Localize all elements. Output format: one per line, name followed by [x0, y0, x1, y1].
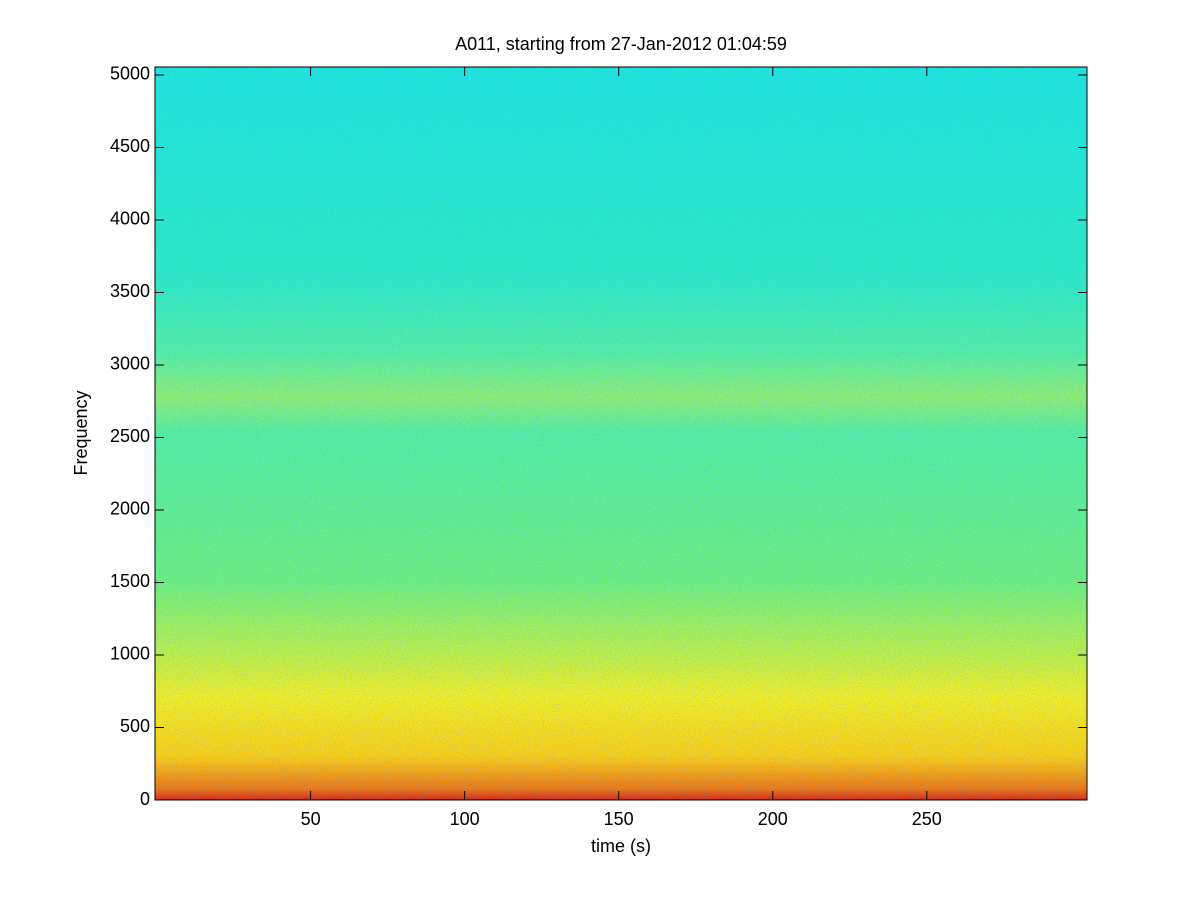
y-tick-label: 3000: [110, 354, 150, 374]
x-axis-label: time (s): [591, 836, 651, 856]
y-tick-label: 3500: [110, 281, 150, 301]
y-tick-label: 2000: [110, 499, 150, 519]
y-axis-label: Frequency: [71, 390, 91, 475]
y-tick-label: 0: [140, 789, 150, 809]
y-tick-label: 4500: [110, 136, 150, 156]
x-tick-label: 150: [604, 809, 634, 829]
y-tick-label: 4000: [110, 209, 150, 229]
x-tick-label: 100: [450, 809, 480, 829]
spectrogram-image: [155, 67, 1087, 800]
x-tick-label: 250: [912, 809, 942, 829]
x-tick-label: 200: [758, 809, 788, 829]
y-tick-label: 2500: [110, 426, 150, 446]
y-tick-label: 1500: [110, 571, 150, 591]
y-tick-label: 1000: [110, 644, 150, 664]
chart-title: A011, starting from 27-Jan-2012 01:04:59: [455, 34, 787, 54]
y-tick-label: 5000: [110, 64, 150, 84]
spectrogram-texture: [155, 67, 1087, 800]
y-tick-label: 500: [120, 716, 150, 736]
x-tick-label: 50: [301, 809, 321, 829]
plot-frame: [154, 66, 1088, 801]
